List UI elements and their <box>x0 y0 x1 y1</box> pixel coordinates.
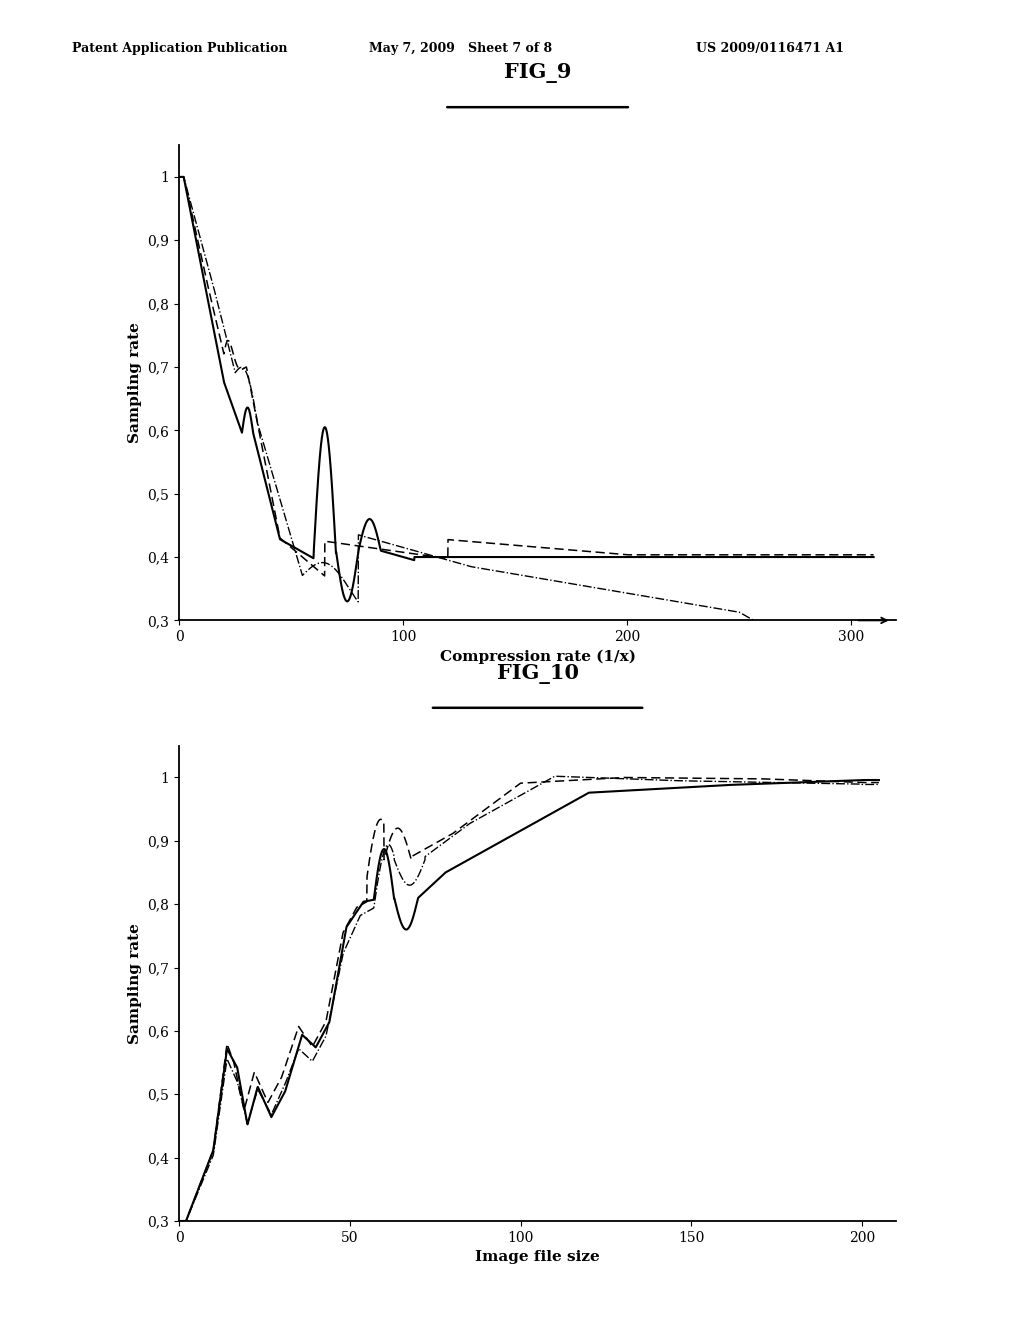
Text: US 2009/0116471 A1: US 2009/0116471 A1 <box>696 42 845 55</box>
Text: FIG_9: FIG_9 <box>504 63 571 83</box>
Y-axis label: Sampling rate: Sampling rate <box>128 322 142 444</box>
Text: Patent Application Publication: Patent Application Publication <box>72 42 287 55</box>
Text: FIG_10: FIG_10 <box>497 664 579 684</box>
X-axis label: Compression rate (1/x): Compression rate (1/x) <box>439 649 636 664</box>
Text: May 7, 2009   Sheet 7 of 8: May 7, 2009 Sheet 7 of 8 <box>369 42 552 55</box>
X-axis label: Image file size: Image file size <box>475 1250 600 1265</box>
Y-axis label: Sampling rate: Sampling rate <box>128 923 142 1044</box>
